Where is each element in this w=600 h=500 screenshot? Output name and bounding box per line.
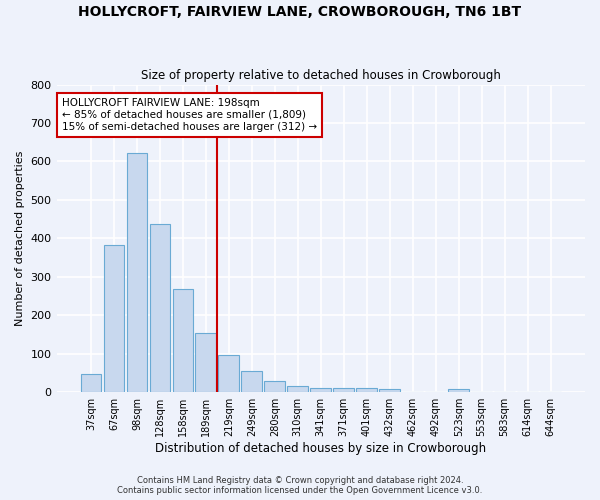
- Bar: [310, 388, 331, 392]
- Bar: [265, 380, 285, 392]
- Title: Size of property relative to detached houses in Crowborough: Size of property relative to detached ho…: [141, 69, 501, 82]
- Bar: [356, 388, 377, 392]
- Bar: [287, 386, 308, 392]
- Bar: [149, 224, 170, 392]
- Bar: [196, 332, 216, 392]
- Bar: [241, 371, 262, 392]
- Bar: [173, 289, 193, 392]
- Bar: [334, 388, 354, 392]
- X-axis label: Distribution of detached houses by size in Crowborough: Distribution of detached houses by size …: [155, 442, 487, 455]
- Bar: [218, 356, 239, 392]
- Y-axis label: Number of detached properties: Number of detached properties: [15, 150, 25, 326]
- Bar: [80, 374, 101, 392]
- Text: HOLLYCROFT, FAIRVIEW LANE, CROWBOROUGH, TN6 1BT: HOLLYCROFT, FAIRVIEW LANE, CROWBOROUGH, …: [79, 5, 521, 19]
- Text: Contains HM Land Registry data © Crown copyright and database right 2024.
Contai: Contains HM Land Registry data © Crown c…: [118, 476, 482, 495]
- Bar: [127, 152, 147, 392]
- Bar: [448, 389, 469, 392]
- Bar: [379, 389, 400, 392]
- Text: HOLLYCROFT FAIRVIEW LANE: 198sqm
← 85% of detached houses are smaller (1,809)
15: HOLLYCROFT FAIRVIEW LANE: 198sqm ← 85% o…: [62, 98, 317, 132]
- Bar: [104, 246, 124, 392]
